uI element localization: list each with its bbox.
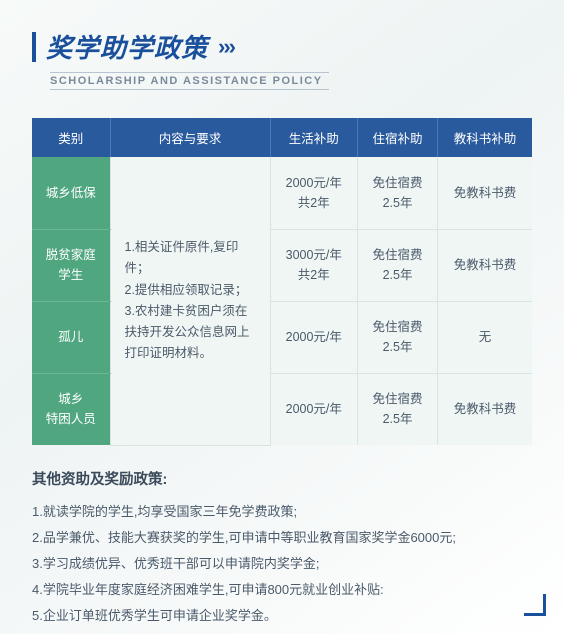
th-housing: 住宿补助 (358, 118, 438, 157)
cell-living: 2000元/年 (270, 301, 358, 373)
cell-requirements: 1.相关证件原件,复印件；2.提供相应领取记录；3.农村建卡贫困户须在扶持开发公… (110, 157, 270, 445)
cell-housing: 免住宿费2.5年 (358, 301, 438, 373)
title-en: SCHOLARSHIP AND ASSISTANCE POLICY (50, 72, 329, 90)
cell-cat: 脱贫家庭学生 (32, 229, 110, 301)
cell-textbook: 无 (438, 301, 532, 373)
chevron-icon: ››› (218, 34, 234, 60)
other-item: 5.企业订单班优秀学生可申请企业奖学金。 (32, 603, 532, 629)
other-list: 1.就读学院的学生,均享受国家三年免学费政策; 2.品学兼优、技能大赛获奖的学生… (32, 499, 532, 629)
cell-living: 3000元/年共2年 (270, 229, 358, 301)
table-row: 城乡低保 1.相关证件原件,复印件；2.提供相应领取记录；3.农村建卡贫困户须在… (32, 157, 532, 229)
table-row: 城乡特困人员 2000元/年 免住宿费2.5年 免教科书费 (32, 373, 532, 445)
title-bar (32, 32, 36, 62)
th-textbook: 教科书补助 (438, 118, 532, 157)
table-header-row: 类别 内容与要求 生活补助 住宿补助 教科书补助 (32, 118, 532, 157)
policy-table: 类别 内容与要求 生活补助 住宿补助 教科书补助 城乡低保 1.相关证件原件,复… (32, 118, 532, 446)
title-row: 奖学助学政策 ››› (32, 28, 532, 65)
th-requirements: 内容与要求 (110, 118, 270, 157)
cell-housing: 免住宿费2.5年 (358, 373, 438, 445)
table-row: 孤儿 2000元/年 免住宿费2.5年 无 (32, 301, 532, 373)
cell-living: 2000元/年 (270, 373, 358, 445)
th-living: 生活补助 (270, 118, 358, 157)
other-item: 2.品学兼优、技能大赛获奖的学生,可申请中等职业教育国家奖学金6000元; (32, 525, 532, 551)
cell-cat: 城乡特困人员 (32, 373, 110, 445)
cell-cat: 孤儿 (32, 301, 110, 373)
cell-cat: 城乡低保 (32, 157, 110, 229)
corner-icon (524, 594, 546, 616)
cell-textbook: 免教科书费 (438, 373, 532, 445)
cell-textbook: 免教科书费 (438, 157, 532, 229)
title-cn: 奖学助学政策 (46, 28, 208, 65)
cell-housing: 免住宿费2.5年 (358, 229, 438, 301)
other-title: 其他资助及奖励政策: (32, 468, 532, 489)
table-row: 脱贫家庭学生 3000元/年共2年 免住宿费2.5年 免教科书费 (32, 229, 532, 301)
cell-textbook: 免教科书费 (438, 229, 532, 301)
other-item: 1.就读学院的学生,均享受国家三年免学费政策; (32, 499, 532, 525)
other-item: 3.学习成绩优异、优秀班干部可以申请院内奖学金; (32, 551, 532, 577)
cell-housing: 免住宿费2.5年 (358, 157, 438, 229)
other-item: 4.学院毕业年度家庭经济困难学生,可申请800元就业创业补贴: (32, 577, 532, 603)
th-category: 类别 (32, 118, 110, 157)
cell-living: 2000元/年共2年 (270, 157, 358, 229)
subtitle-row: SCHOLARSHIP AND ASSISTANCE POLICY (50, 71, 532, 90)
